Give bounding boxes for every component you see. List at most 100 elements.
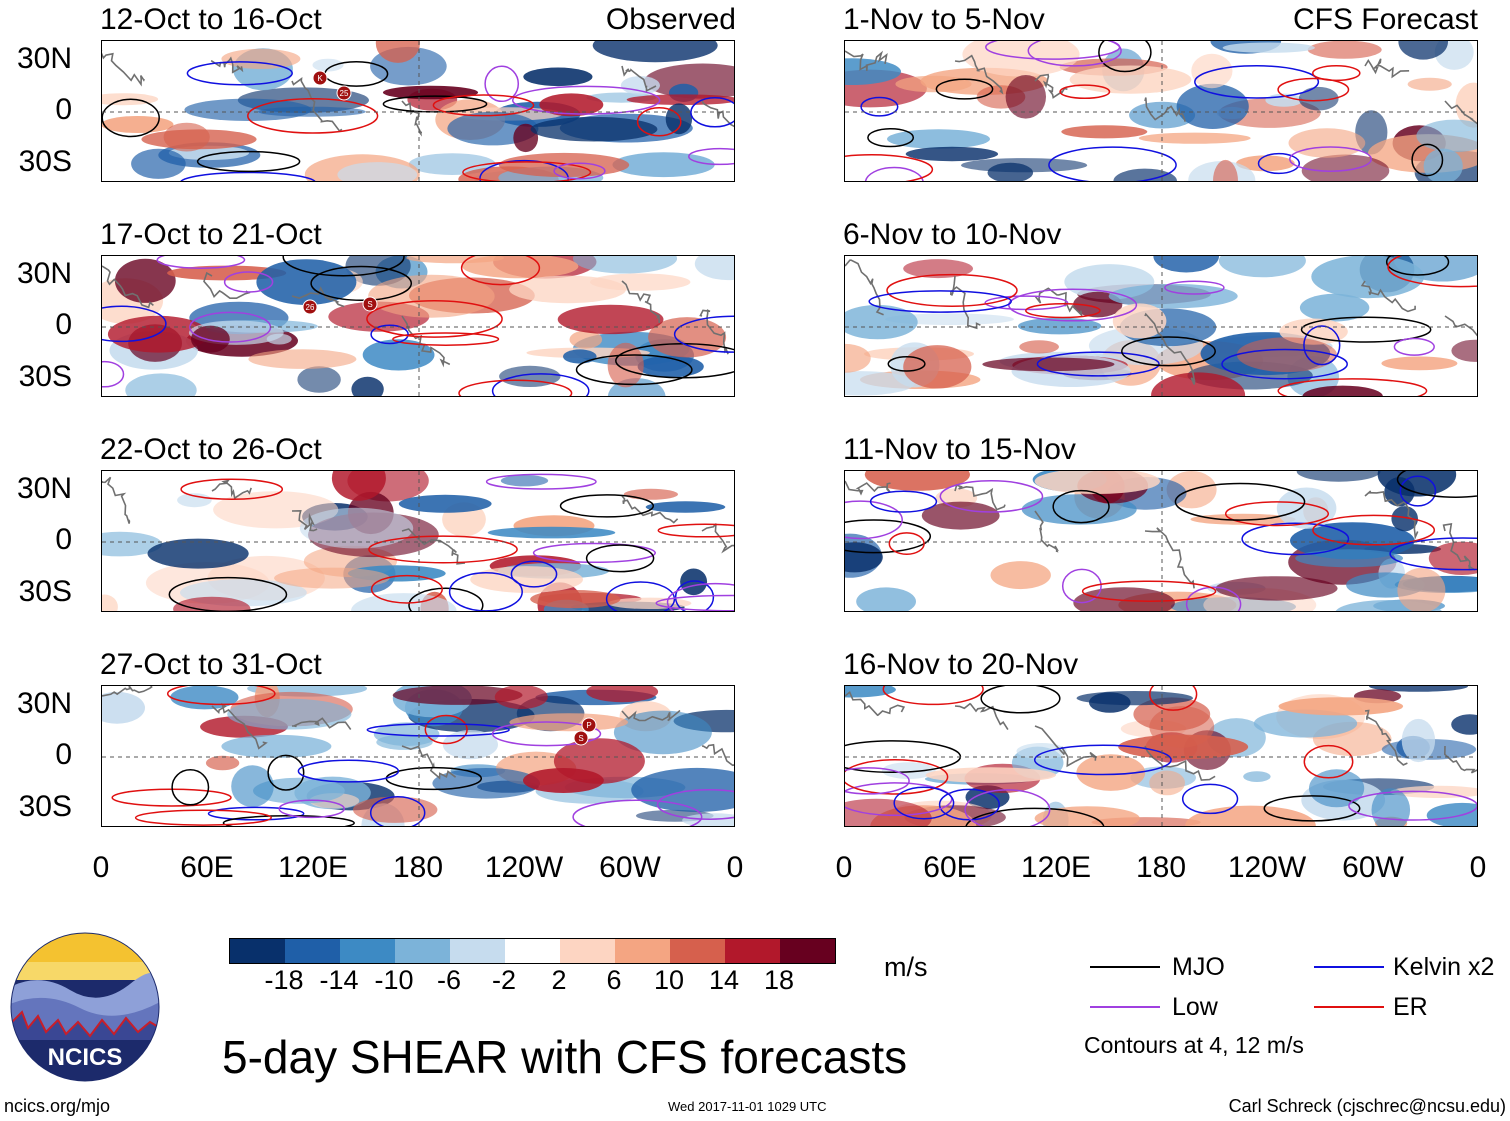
contour-line [690, 97, 734, 128]
footer-author: Carl Schreck (cjschrec@ncsu.edu) [1228, 1096, 1506, 1116]
shear-anomaly [1153, 256, 1219, 273]
contour-line [1300, 316, 1432, 343]
x-tick-label: 0 [835, 851, 853, 884]
contour-line [605, 581, 676, 611]
x-tick-label: 120E [277, 851, 349, 884]
colorbar-swatch [780, 939, 835, 963]
contour-line [845, 782, 953, 817]
colorbar-swatch [560, 939, 615, 963]
contour-line [893, 786, 955, 820]
y-tick-label: 0 [55, 523, 72, 556]
contours [102, 256, 734, 396]
contour-line [1059, 84, 1111, 100]
storm-marker-label: 26 [306, 303, 315, 312]
coastline [701, 523, 734, 554]
shear-anomaly [494, 686, 548, 710]
contour-line [666, 582, 734, 611]
contour-line [134, 809, 272, 826]
shear-anomaly [509, 275, 627, 304]
shear-anomaly [297, 366, 341, 393]
contour-line [460, 256, 541, 286]
shear-anomaly [1016, 743, 1067, 760]
y-tick-label: 30S [18, 790, 72, 823]
coastline [1144, 97, 1187, 122]
contour-line [196, 150, 301, 173]
shear-anomaly [623, 488, 679, 500]
shear-anomaly [1307, 41, 1382, 59]
contour-line [171, 769, 210, 806]
contour-line [369, 795, 426, 826]
coastline [210, 56, 244, 74]
map-panel [844, 255, 1478, 397]
shear-anomaly [1391, 506, 1418, 532]
contour-line [965, 807, 1105, 826]
shear-anomaly [563, 349, 597, 364]
contour-line [1389, 537, 1477, 571]
contour-line [553, 162, 606, 180]
shear-anomaly [882, 762, 936, 779]
shear-anomaly [1061, 125, 1148, 139]
shear-anomaly [539, 93, 604, 117]
shear-anomaly [1076, 754, 1146, 791]
coastline [954, 702, 1009, 731]
contour-line [310, 265, 413, 302]
shear-anomaly [637, 355, 704, 378]
x-tick-label: 60W [599, 851, 661, 884]
contour-line [938, 788, 1000, 821]
shear-anomaly [442, 730, 498, 760]
coastline [621, 65, 657, 92]
shear-anomaly [845, 542, 883, 573]
shear-anomaly [221, 734, 332, 758]
contour-line [484, 65, 520, 103]
shear-anomaly [523, 768, 604, 793]
x-tick-label: 180 [392, 851, 444, 884]
contour-line [1027, 41, 1122, 67]
coastline [1444, 315, 1477, 337]
contour-line [366, 723, 510, 737]
shear-anomaly [1398, 41, 1448, 60]
shear-anomaly [382, 85, 479, 100]
shear-anomaly [1019, 340, 1059, 354]
shear-anomaly [586, 686, 659, 703]
shear-anomaly [147, 538, 249, 569]
shear-anomaly [170, 686, 239, 710]
colorbar-label: 10 [653, 965, 685, 995]
legend-line-mjo [1090, 966, 1160, 968]
colorbar-label: -6 [436, 965, 461, 995]
contours [168, 473, 734, 611]
shear-anomaly [1302, 385, 1383, 396]
shear-anomaly [905, 146, 999, 162]
shear-anomaly [1455, 82, 1477, 128]
y-tick-label: 0 [55, 308, 72, 341]
coastline [1034, 510, 1060, 553]
shear-anomaly [903, 259, 973, 279]
shear-anomaly [102, 531, 162, 557]
contour-line [845, 500, 903, 540]
shear-anomaly [1236, 337, 1337, 373]
storm-marker-label: 25 [340, 89, 349, 98]
contour-line [845, 519, 932, 554]
contour-line [1185, 586, 1242, 611]
contour-line [1387, 256, 1477, 288]
contour-line [511, 85, 661, 115]
contour-line [247, 98, 379, 134]
coastline [291, 77, 343, 133]
shear-anomaly [644, 63, 734, 99]
contour-line [860, 96, 899, 117]
coastlines [102, 50, 734, 137]
shear-anomaly [1113, 168, 1177, 181]
shear-anomaly [368, 274, 495, 318]
shear-anomaly [1288, 128, 1366, 158]
legend-line-er [1314, 1006, 1384, 1008]
panel-title-5: 1-Nov to 5-Nov [843, 3, 1045, 36]
contour-line [1289, 146, 1372, 172]
contour-line [1098, 41, 1152, 73]
shear-anomaly [845, 798, 932, 826]
contour-line [223, 271, 274, 293]
y-tick-label: 30N [16, 257, 72, 290]
x-tick-label: 180 [1135, 851, 1187, 884]
shear-anomaly [114, 258, 176, 303]
shear-anomaly [530, 590, 621, 609]
panel-title-6: 6-Nov to 10-Nov [843, 218, 1062, 251]
coastline [1144, 527, 1195, 589]
